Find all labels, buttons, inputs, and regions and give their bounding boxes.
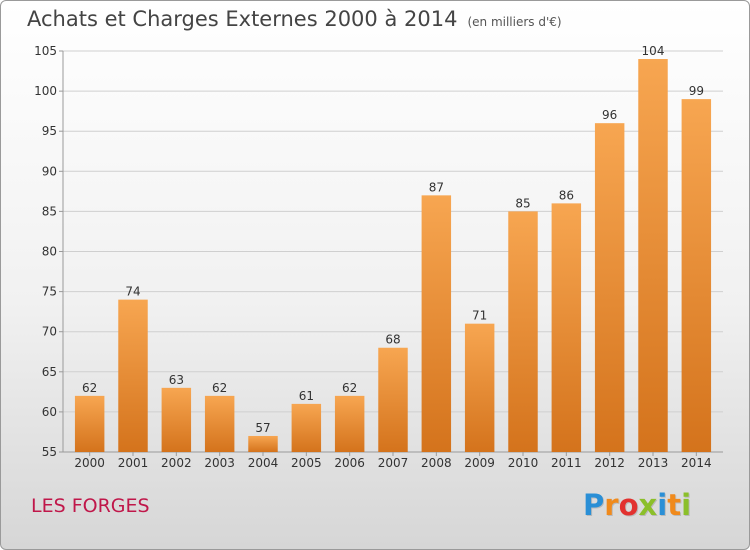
y-tick-label: 80 [42, 245, 57, 259]
value-label-2011: 86 [559, 188, 574, 202]
value-label-2007: 68 [385, 333, 400, 347]
chart-title: Achats et Charges Externes 2000 à 2014 (e… [27, 7, 562, 31]
bar-2005 [291, 403, 322, 452]
y-tick-label: 75 [42, 285, 57, 299]
y-tick-label: 60 [42, 405, 57, 419]
value-label-2002: 63 [169, 373, 184, 387]
x-tick-label-2003: 2003 [204, 456, 235, 470]
x-tick-label-2013: 2013 [638, 456, 669, 470]
value-label-2006: 62 [342, 381, 357, 395]
x-tick-label-2006: 2006 [334, 456, 365, 470]
value-label-2008: 87 [429, 180, 444, 194]
x-tick-label-2007: 2007 [378, 456, 409, 470]
bar-2011 [551, 203, 582, 452]
x-tick-label-2005: 2005 [291, 456, 322, 470]
bars [74, 59, 712, 453]
bar-2012 [594, 123, 625, 453]
bar-2008 [421, 195, 452, 453]
value-label-2003: 62 [212, 381, 227, 395]
logo-letter: x [638, 488, 658, 522]
value-label-2010: 85 [515, 196, 530, 210]
x-tick-label-2011: 2011 [551, 456, 582, 470]
y-tick-label: 100 [34, 84, 57, 98]
x-tick-label-2008: 2008 [421, 456, 452, 470]
bar-2000 [74, 395, 105, 452]
y-tick-label: 85 [42, 204, 57, 218]
bar-2014 [681, 99, 712, 453]
bar-2013 [638, 59, 668, 453]
x-tick-label-2002: 2002 [161, 456, 192, 470]
bar-2009 [464, 323, 495, 452]
x-tick-label-2009: 2009 [464, 456, 495, 470]
logo-letter: P [583, 488, 605, 522]
tick-labels: 55 60 65 70 75 80 85 90 95 100 105 2000 2001 2002 2003… [34, 44, 712, 470]
y-tick-label: 55 [42, 445, 57, 459]
value-label-2000: 62 [82, 381, 97, 395]
bar-2010 [508, 211, 538, 452]
value-labels: 62 74 63 62 57 61 62 68 87 71 85 86 96 104 99 [82, 44, 704, 435]
y-tick-label: 70 [42, 325, 57, 339]
value-label-2014: 99 [689, 84, 704, 98]
logo-letter: o [618, 488, 639, 522]
bar-2003 [204, 395, 235, 452]
chart-subtitle: (en milliers d'€) [467, 15, 562, 29]
value-label-2001: 74 [125, 285, 140, 299]
x-tick-label-2004: 2004 [248, 456, 279, 470]
logo-letter: i [681, 488, 692, 522]
x-tick-label-2010: 2010 [508, 456, 539, 470]
bar-2001 [118, 299, 148, 452]
y-tick-label: 95 [42, 124, 57, 138]
chart-title-text: Achats et Charges Externes 2000 à 2014 [27, 7, 458, 31]
y-tick-label: 65 [42, 365, 57, 379]
proxiti-logo[interactable]: Proxiti [583, 488, 691, 522]
value-label-2004: 57 [255, 421, 270, 435]
value-label-2012: 96 [602, 108, 617, 122]
logo-letter: i [657, 488, 668, 522]
logo-letter: t [667, 488, 682, 522]
x-tick-label-2012: 2012 [594, 456, 625, 470]
x-tick-label-2001: 2001 [118, 456, 149, 470]
x-tick-label-2014: 2014 [681, 456, 712, 470]
value-label-2013: 104 [642, 44, 665, 58]
bar-2002 [161, 387, 192, 452]
bar-2004 [248, 435, 278, 452]
bar-2006 [334, 395, 365, 452]
y-tick-label: 90 [42, 164, 57, 178]
y-tick-label: 105 [34, 44, 57, 58]
bar-2007 [378, 347, 408, 452]
logo-letter: r [604, 488, 619, 522]
value-label-2009: 71 [472, 309, 487, 323]
value-label-2005: 61 [299, 389, 314, 403]
x-tick-label-2000: 2000 [74, 456, 105, 470]
place-name: LES FORGES [31, 495, 150, 517]
